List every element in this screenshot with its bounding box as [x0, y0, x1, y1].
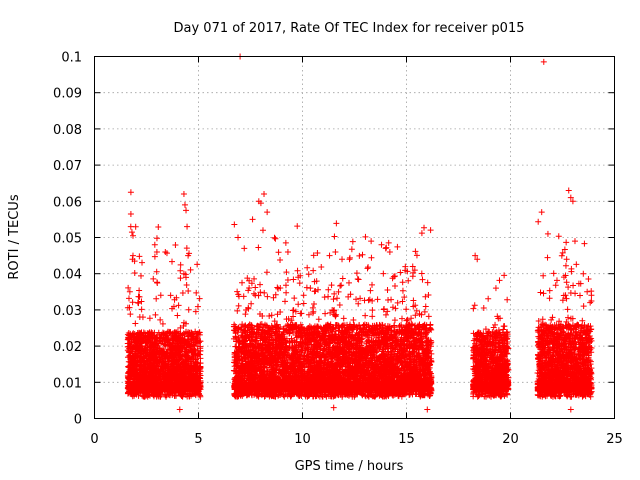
data-point — [192, 308, 199, 315]
data-points — [124, 53, 595, 413]
data-point — [183, 245, 190, 252]
data-point — [137, 272, 144, 279]
data-point — [125, 295, 132, 302]
data-point — [134, 299, 141, 306]
data-point — [150, 275, 157, 282]
data-point — [174, 312, 181, 319]
data-point — [127, 311, 134, 318]
data-point — [153, 295, 160, 302]
data-point — [167, 292, 174, 299]
data-point — [172, 242, 179, 249]
data-point — [153, 268, 160, 275]
